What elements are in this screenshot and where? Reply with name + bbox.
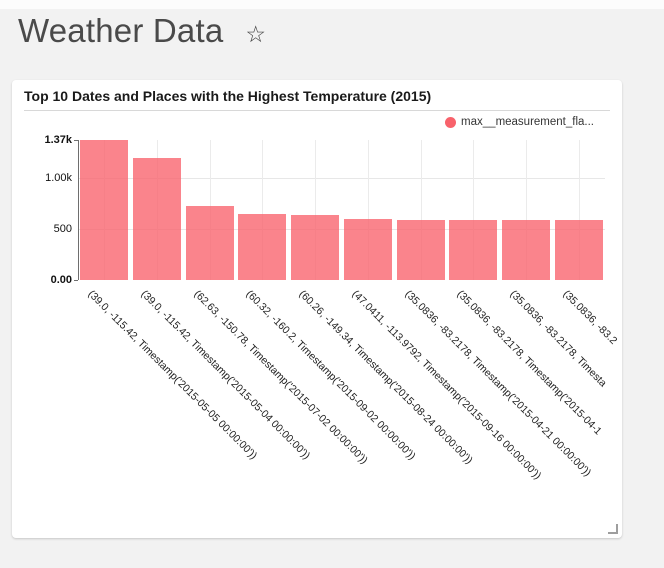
y-gridline (78, 177, 605, 179)
bar[interactable] (343, 218, 392, 280)
y-axis-tick (74, 140, 78, 141)
y-axis-tick (74, 280, 78, 281)
legend-series-label: max__measurement_fla... (461, 116, 594, 128)
bar[interactable] (501, 219, 550, 280)
y-axis-tick-label: 1.00k (45, 171, 72, 184)
legend-series-dot-icon (445, 116, 457, 128)
bar[interactable] (554, 220, 603, 280)
title-divider (24, 110, 610, 111)
y-axis-tick-label: 0.00 (50, 274, 72, 286)
y-axis-tick-label: 500 (53, 222, 72, 235)
x-axis-category-label: (35.0836, -83.2178, Timesta (507, 288, 609, 390)
x-gridline (473, 140, 475, 280)
x-gridline (315, 140, 317, 280)
x-gridline (525, 140, 527, 280)
top-edge-strip (0, 0, 664, 9)
card-resize-handle[interactable] (608, 524, 618, 534)
favorite-star-icon[interactable]: ☆ (245, 20, 267, 47)
bar[interactable] (185, 205, 234, 280)
page-title: Weather Data (18, 12, 224, 49)
chart-legend[interactable]: max__measurement_fla... (445, 116, 594, 128)
y-gridline (78, 228, 605, 230)
x-gridline (420, 140, 422, 280)
chart-title: Top 10 Dates and Places with the Highest… (24, 88, 432, 104)
chart-card: Top 10 Dates and Places with the Highest… (12, 80, 622, 538)
x-axis-category-label: (62.63, -150.78, Timestamp('2015-07-02 0… (191, 288, 370, 467)
bar[interactable] (449, 219, 498, 280)
report-header: Weather Data ☆ (18, 12, 266, 50)
bar[interactable] (238, 214, 287, 280)
x-axis-category-label: (47.0411, -113.9792, Timestamp('2015-09-… (349, 288, 544, 482)
x-axis-category-label: (35.0836, -83.2 (560, 288, 619, 347)
bar-chart-plot-area: 1.37k 1.00k 500 0.00 (39.0, -115.42, Timesta… (12, 80, 622, 538)
bar[interactable] (80, 140, 129, 280)
x-gridline (367, 140, 369, 280)
y-axis-line (78, 140, 79, 280)
x-gridline (578, 140, 580, 280)
y-axis-tick-label: 1.37k (44, 134, 72, 146)
x-axis-category-label: (35.0836, -83.2178, Timestamp('2015-04-2… (402, 288, 593, 479)
x-gridline (262, 140, 264, 280)
bar[interactable] (133, 158, 182, 280)
bar[interactable] (291, 215, 340, 280)
bar[interactable] (396, 219, 445, 280)
